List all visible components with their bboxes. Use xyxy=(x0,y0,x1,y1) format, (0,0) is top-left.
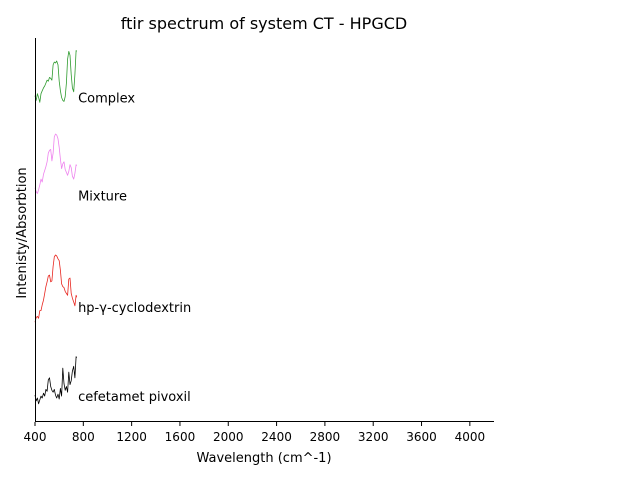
series-line xyxy=(34,254,78,323)
chart-title: ftir spectrum of system CT - HPGCD xyxy=(121,14,407,33)
x-tick-label: 3600 xyxy=(406,430,437,444)
series-label: hp-γ-cyclodextrin xyxy=(78,301,191,316)
plot-area: cefetamet pivoxil hp-γ-cyclodextrin Mixtur… xyxy=(34,50,191,405)
x-axis-ticks: 400 800 1200 1600 2000 2400 2800 3200 3600 4000 xyxy=(24,422,486,444)
series-label: cefetamet pivoxil xyxy=(78,390,191,405)
y-axis-label: Intenisty/Absorbtion xyxy=(15,167,30,298)
series-line xyxy=(34,50,78,103)
x-tick-label: 1200 xyxy=(116,430,147,444)
x-tick-label: 2800 xyxy=(310,430,341,444)
x-tick-label: 3200 xyxy=(358,430,389,444)
x-tick-label: 800 xyxy=(72,430,95,444)
series-line xyxy=(34,356,78,405)
series-line xyxy=(34,133,78,194)
x-tick-label: 1600 xyxy=(165,430,196,444)
x-tick-label: 2000 xyxy=(213,430,244,444)
x-tick-label: 400 xyxy=(24,430,47,444)
x-tick-label: 4000 xyxy=(455,430,486,444)
x-axis-label: Wavelength (cm^-1) xyxy=(196,451,331,466)
x-tick-label: 2400 xyxy=(261,430,292,444)
series-label: Mixture xyxy=(78,189,127,204)
series-label: Complex xyxy=(78,92,135,107)
